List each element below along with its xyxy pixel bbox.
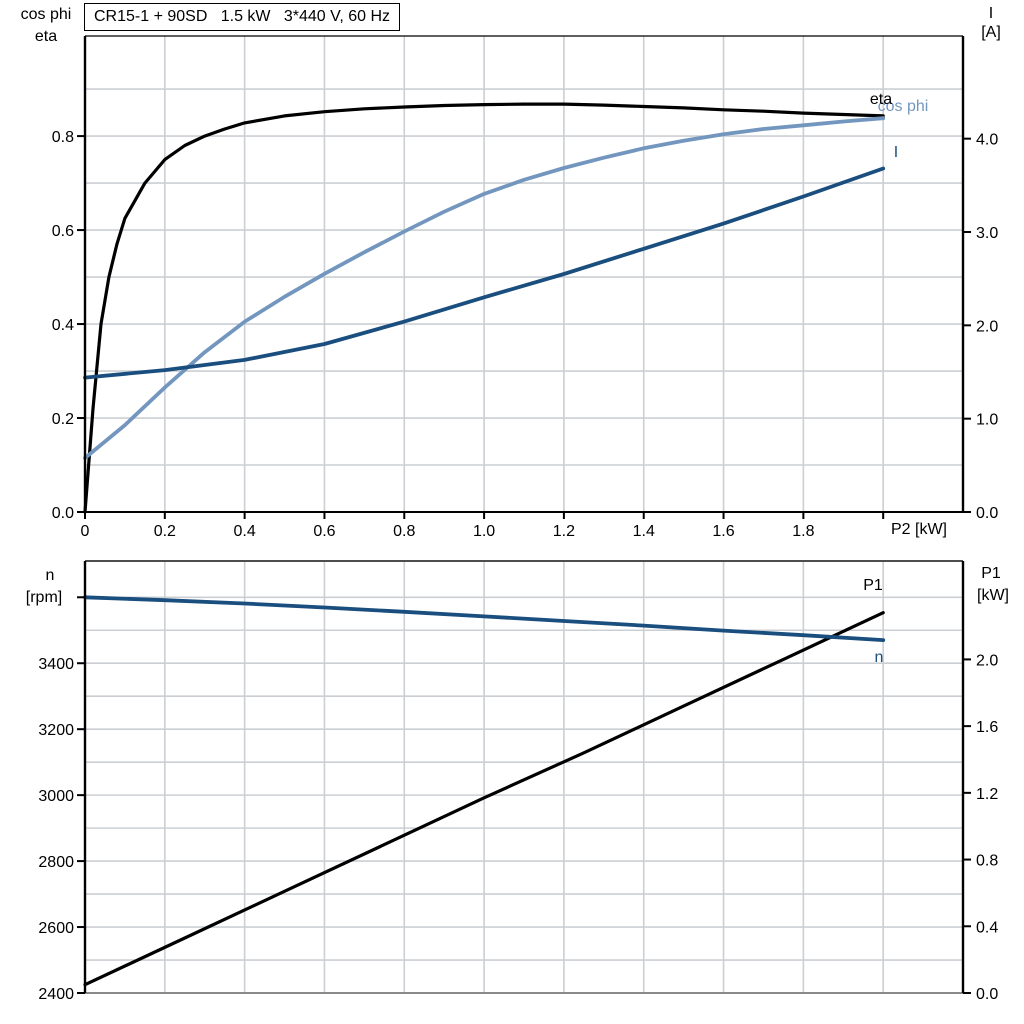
x-tick-label: 0.6 [313,523,335,540]
x-tick-label: 1.4 [633,523,655,540]
curve-label-n: n [874,649,884,667]
left-tick-label: 0.6 [52,223,74,240]
right-tick-label: 0.0 [976,505,998,522]
curve-P1 [83,611,885,987]
curve-n [83,595,886,642]
left-tick-label: 2600 [38,920,74,937]
x-tick-label: 1.6 [712,523,734,540]
x-tick-label: 0 [81,523,90,540]
right-tick-label: 1.6 [976,719,998,736]
curve-label-current: I [893,144,899,162]
x-tick-label: 0.4 [234,523,256,540]
curve-cos_phi [83,116,886,460]
right-tick-label: 4.0 [976,132,998,149]
x-tick-label: 1.2 [553,523,575,540]
curve-label-eta: eta [869,91,893,109]
right-tick-label: 3.0 [976,225,998,242]
x-tick-label: 1.8 [792,523,814,540]
right-tick-label: 2.0 [976,318,998,335]
left-tick-label: 0.4 [52,317,74,334]
top-right-axis-label-line2: [A] [981,24,1001,42]
bottom-left-axis-label-line1: n [45,567,55,585]
bottom-right-axis-label-line1: P1 [981,565,1001,583]
left-tick-label: 3400 [38,656,74,673]
x-tick-label: 1.0 [473,523,495,540]
curve-eta [83,102,885,514]
left-tick-label: 0.8 [52,129,74,146]
x-tick-label: 0.8 [393,523,415,540]
curve-I [83,166,886,380]
chart-title: CR15-1 + 90SD 1.5 kW 3*440 V, 60 Hz [84,3,401,31]
top-left-axis-label-line2: eta [34,28,58,46]
left-tick-label: 3200 [38,722,74,739]
left-tick-label: 3000 [38,788,74,805]
x-axis-label: P2 [kW] [890,521,948,539]
right-tick-label: 1.0 [976,412,998,429]
right-tick-label: 2.0 [976,652,998,669]
right-tick-label: 1.2 [976,786,998,803]
left-tick-label: 2400 [38,986,74,1003]
right-tick-label: 0.4 [976,919,998,936]
bottom-left-axis-label-line2: [rpm] [25,589,63,607]
top-right-axis-label-line1: I [988,5,994,23]
bottom-right-axis-label-line2: [kW] [977,587,1009,605]
x-tick-label: 0.2 [154,523,176,540]
left-tick-label: 0.0 [52,505,74,522]
curve-label-cos-phi: cos phi [877,98,929,116]
top-left-axis-label-line1: cos phi [20,6,72,24]
right-tick-label: 0.0 [976,986,998,1003]
left-tick-label: 0.2 [52,411,74,428]
left-tick-label: 2800 [38,854,74,871]
curve-label-p1: P1 [863,577,883,595]
right-tick-label: 0.8 [976,853,998,870]
